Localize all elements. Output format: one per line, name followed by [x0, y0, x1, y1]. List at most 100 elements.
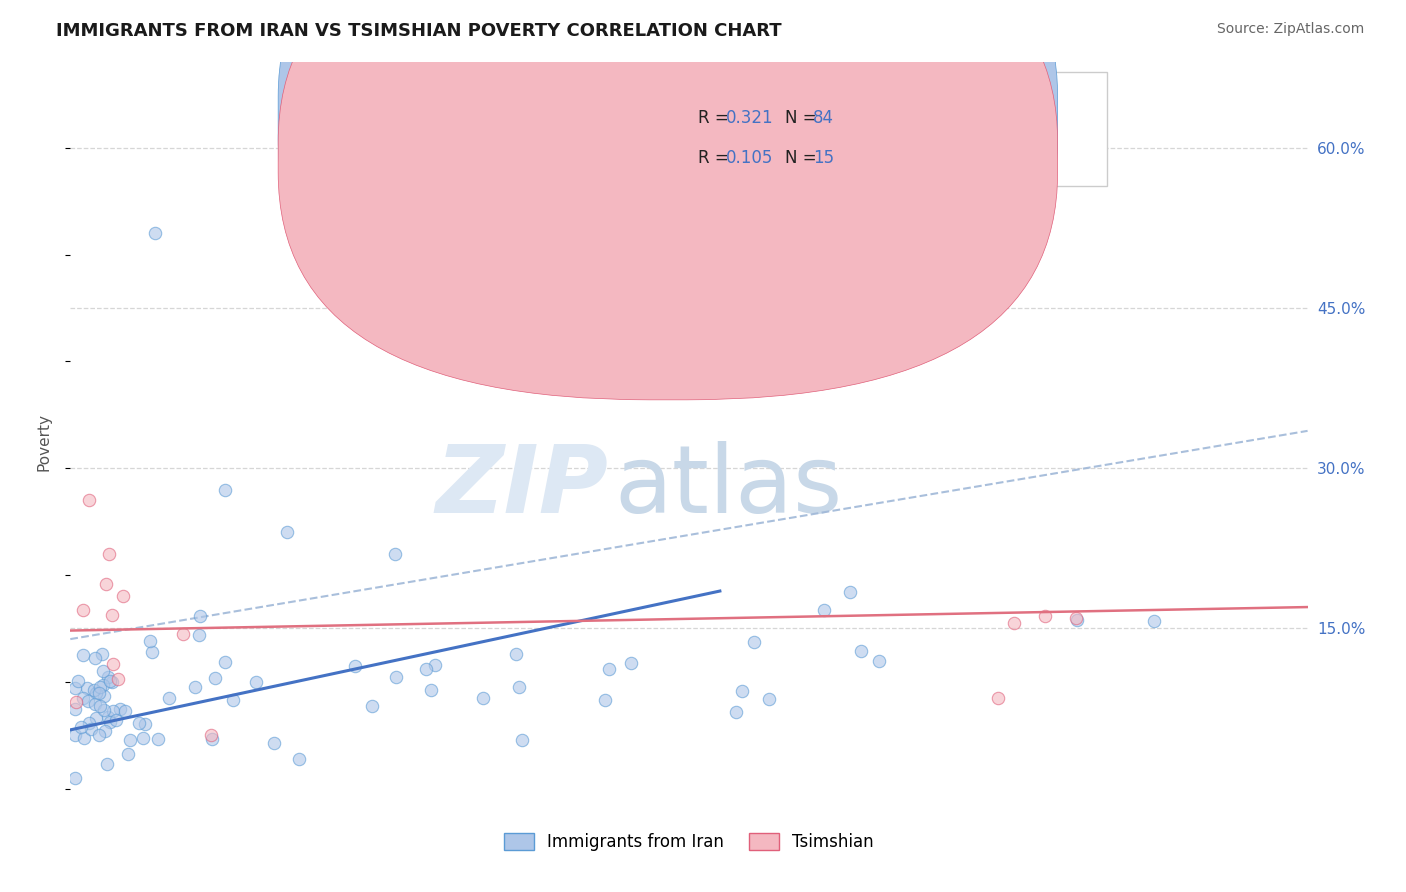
Legend: Immigrants from Iran, Tsimshian: Immigrants from Iran, Tsimshian — [498, 826, 880, 858]
Point — [63, 681, 86, 695]
Point — [112, 590, 135, 604]
Point — [89, 698, 111, 713]
Point — [72, 648, 94, 663]
Point — [361, 698, 384, 713]
Point — [425, 658, 447, 673]
Point — [263, 736, 285, 750]
Point — [288, 751, 311, 765]
Point — [1066, 613, 1088, 627]
Point — [145, 227, 166, 241]
Point — [1143, 615, 1166, 629]
Point — [97, 710, 120, 724]
Text: IMMIGRANTS FROM IRAN VS TSIMSHIAN POVERTY CORRELATION CHART: IMMIGRANTS FROM IRAN VS TSIMSHIAN POVERT… — [56, 22, 782, 40]
Point — [103, 705, 125, 719]
Point — [384, 670, 406, 684]
Point — [91, 678, 114, 692]
Text: R =: R = — [697, 109, 734, 127]
Point — [141, 645, 163, 659]
Point — [65, 694, 87, 708]
Point — [620, 656, 643, 670]
Point — [598, 661, 620, 675]
Point — [838, 585, 860, 599]
Point — [128, 715, 150, 730]
Point — [80, 722, 103, 736]
Point — [84, 698, 107, 712]
FancyBboxPatch shape — [278, 0, 1057, 366]
Point — [742, 635, 765, 649]
Point — [89, 685, 111, 699]
Point — [77, 493, 100, 508]
Point — [724, 705, 747, 719]
Point — [73, 731, 96, 745]
Point — [415, 662, 437, 676]
Point — [101, 675, 124, 690]
Point — [200, 728, 222, 742]
Point — [103, 657, 125, 671]
Point — [117, 747, 139, 761]
Point — [84, 651, 107, 665]
Point — [63, 728, 86, 742]
Point — [1002, 616, 1025, 631]
Point — [813, 603, 835, 617]
Text: 0.105: 0.105 — [725, 149, 773, 167]
Point — [63, 771, 86, 785]
Point — [70, 720, 93, 734]
Point — [471, 690, 494, 705]
Point — [89, 680, 111, 694]
Point — [138, 634, 160, 648]
Point — [76, 694, 98, 708]
Point — [758, 692, 780, 706]
Point — [67, 673, 90, 688]
Point — [731, 683, 754, 698]
Point — [72, 690, 94, 705]
Point — [84, 711, 107, 725]
Point — [187, 628, 209, 642]
Point — [98, 547, 120, 561]
Point — [94, 576, 117, 591]
Text: N =: N = — [786, 109, 823, 127]
Point — [157, 690, 180, 705]
Point — [183, 681, 205, 695]
Point — [384, 547, 406, 561]
Point — [90, 648, 112, 662]
Text: 84: 84 — [813, 109, 834, 127]
Point — [1064, 611, 1087, 625]
Point — [89, 728, 111, 742]
Point — [214, 655, 236, 669]
Point — [134, 716, 156, 731]
Point — [98, 673, 121, 688]
Point — [105, 713, 128, 727]
Point — [94, 724, 117, 739]
Point — [76, 681, 98, 695]
Point — [245, 675, 267, 690]
Point — [100, 607, 122, 622]
Point — [83, 683, 105, 698]
Point — [508, 680, 530, 694]
Text: 0.321: 0.321 — [725, 109, 773, 127]
FancyBboxPatch shape — [278, 0, 1057, 400]
Point — [132, 731, 155, 745]
Point — [276, 525, 298, 540]
Point — [97, 669, 120, 683]
Point — [419, 683, 441, 698]
Text: ZIP: ZIP — [436, 441, 609, 533]
Point — [201, 732, 224, 747]
Point — [343, 658, 366, 673]
Point — [204, 671, 226, 685]
Point — [987, 690, 1010, 705]
Text: atlas: atlas — [614, 441, 844, 533]
Point — [868, 654, 890, 668]
Point — [188, 609, 211, 624]
Point — [120, 733, 142, 747]
Text: Source: ZipAtlas.com: Source: ZipAtlas.com — [1216, 22, 1364, 37]
FancyBboxPatch shape — [623, 71, 1107, 186]
Point — [91, 664, 114, 678]
Point — [114, 704, 136, 718]
Point — [63, 702, 86, 716]
Text: 15: 15 — [813, 149, 834, 167]
Point — [96, 757, 118, 772]
Point — [148, 732, 170, 747]
Point — [214, 483, 236, 497]
Text: N =: N = — [786, 149, 823, 167]
Point — [512, 733, 534, 747]
